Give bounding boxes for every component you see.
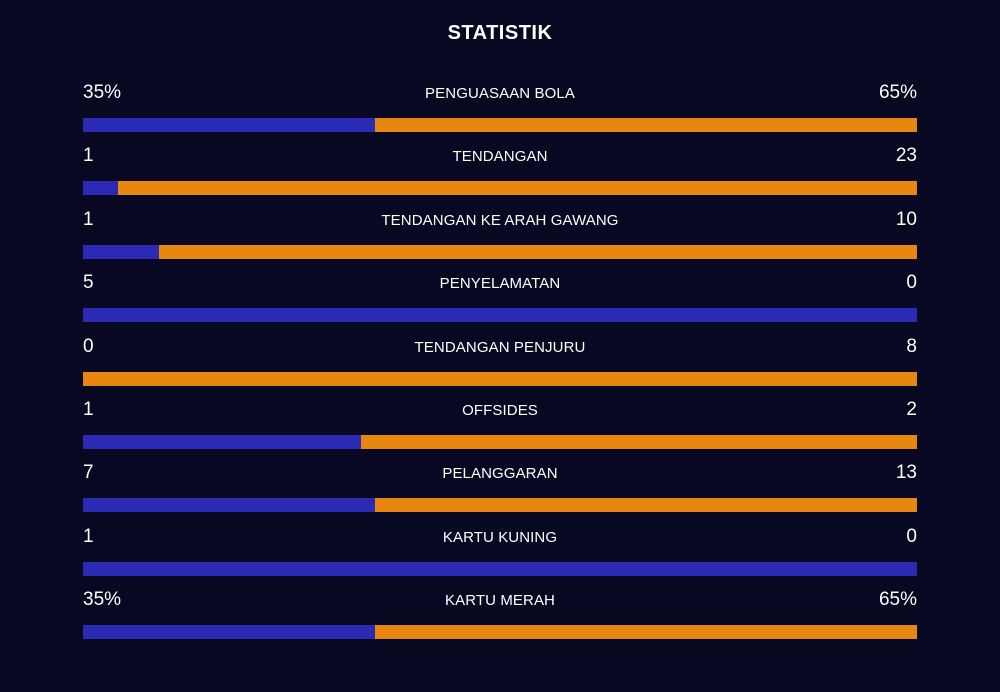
page-title: STATISTIK: [447, 22, 553, 44]
stat-bar-away: [158, 244, 917, 259]
stat-value-away: 65%: [878, 589, 917, 611]
stat-value-home: 1: [83, 525, 94, 547]
stat-label: PELANGGARAN: [442, 465, 558, 483]
stat-value-away: 0: [906, 272, 917, 294]
stat-bar: [83, 308, 917, 323]
stat-row-kartu-merah: 35% KARTU MERAH 65%: [83, 587, 917, 650]
stat-bar: [83, 625, 917, 640]
stat-bar-away: [374, 118, 917, 132]
stat-bar-home: [83, 118, 375, 132]
stat-bar-home: [83, 244, 159, 259]
stat-bar: [83, 118, 917, 132]
stat-value-home: 5: [83, 272, 94, 294]
stat-row-penguasaan-bola: 35% PENGUASAAN BOLA 65%: [83, 80, 917, 143]
stat-bar-home: [83, 561, 917, 576]
stat-bar: [83, 371, 917, 386]
stat-value-home: 1: [83, 208, 94, 230]
stat-value-away: 23: [895, 145, 917, 167]
stat-row-offsides: 1 OFFSIDES 2: [83, 397, 917, 460]
stat-label: TENDANGAN PENJURU: [414, 338, 586, 356]
stat-value-home: 1: [83, 398, 94, 420]
stat-bar-away: [374, 498, 917, 513]
stat-value-home: 35%: [83, 589, 122, 611]
stat-value-home: 1: [83, 145, 94, 167]
stat-row-kartu-kuning: 1 KARTU KUNING 0: [83, 524, 917, 587]
stat-bar-away: [117, 181, 917, 196]
stat-label: TENDANGAN KE ARAH GAWANG: [381, 211, 619, 229]
stat-value-away: 65%: [878, 82, 917, 103]
stat-bar-away: [374, 625, 917, 640]
stat-bar: [83, 561, 917, 576]
stat-row-penyelamatan: 5 PENYELAMATAN 0: [83, 270, 917, 333]
stat-bar-home: [83, 625, 375, 640]
stat-value-away: 8: [906, 335, 917, 357]
stat-label: PENYELAMATAN: [439, 275, 561, 293]
stat-label: KARTU MERAH: [444, 592, 555, 610]
stat-bar: [83, 244, 917, 259]
stat-bar: [83, 498, 917, 513]
stat-bar-home: [83, 308, 917, 323]
stat-value-home: 0: [83, 335, 94, 357]
stat-row-tendangan-penjuru: 0 TENDANGAN PENJURU 8: [83, 334, 917, 397]
stat-bar-home: [83, 181, 118, 196]
stat-value-away: 10: [895, 208, 917, 230]
stat-value-home: 35%: [83, 82, 122, 103]
stat-bar-away: [83, 371, 917, 386]
stat-row-tendangan-ke-arah-gawang: 1 TENDANGAN KE ARAH GAWANG 10: [83, 207, 917, 270]
stat-label: OFFSIDES: [462, 401, 538, 419]
stat-row-tendangan: 1 TENDANGAN 23: [83, 143, 917, 206]
stat-value-home: 7: [83, 462, 94, 484]
stat-bar-away: [360, 434, 917, 449]
stat-label: TENDANGAN: [452, 148, 548, 166]
stats-list: 35% PENGUASAAN BOLA 65% 1 TENDANGAN 23: [83, 80, 917, 651]
stat-value-away: 2: [906, 398, 917, 420]
stat-label: KARTU KUNING: [442, 528, 558, 546]
stat-bar-home: [83, 434, 361, 449]
stat-value-away: 13: [895, 462, 917, 484]
stat-row-pelanggaran: 7 PELANGGARAN 13: [83, 460, 917, 523]
stat-bar: [83, 181, 917, 196]
stat-value-away: 0: [906, 525, 917, 547]
stat-label: PENGUASAAN BOLA: [425, 85, 575, 102]
stat-bar-home: [83, 498, 375, 513]
stat-bar: [83, 434, 917, 449]
